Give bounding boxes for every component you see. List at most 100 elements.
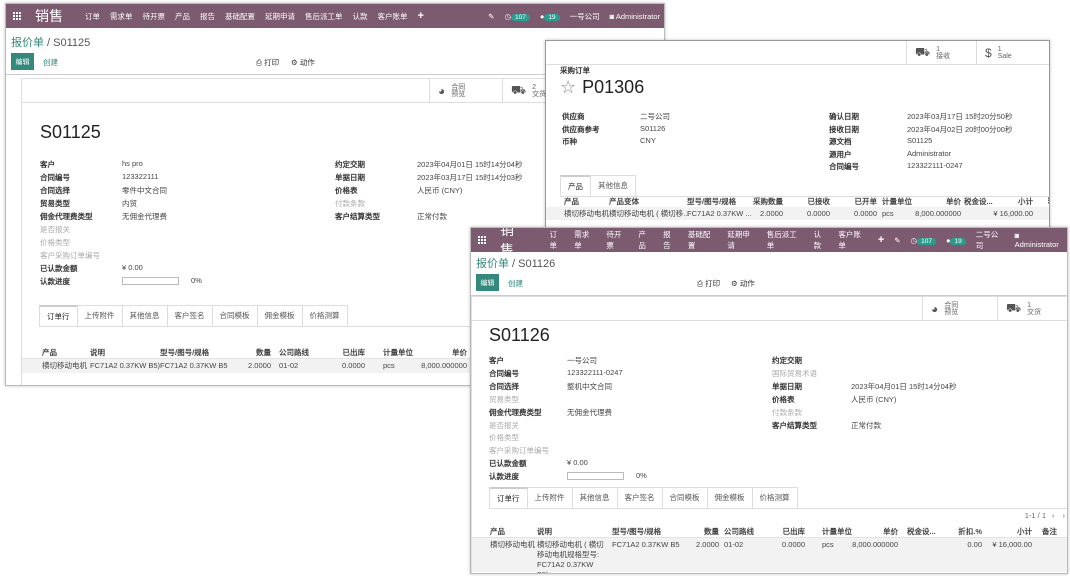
tab[interactable]: 其他信息 — [571, 487, 618, 508]
tab[interactable]: 合同模板 — [211, 305, 258, 326]
table-row[interactable] — [22, 359, 492, 373]
print-button[interactable]: ⎙ 打印 — [256, 57, 279, 68]
column-header[interactable]: 小计 — [1017, 527, 1032, 536]
column-header[interactable]: 计量单位 — [882, 197, 912, 206]
pager-prev-icon[interactable]: ‹ — [1052, 511, 1055, 520]
menu-item[interactable]: 订单 — [85, 11, 100, 21]
stat-button-truck[interactable]: ⛟ 1 接收 — [906, 41, 981, 65]
column-header[interactable]: 已开单 — [854, 197, 878, 206]
column-header[interactable]: 折扣.% — [958, 527, 982, 536]
tab[interactable]: 订单行 — [39, 305, 78, 326]
tab[interactable]: 订单行 — [489, 487, 528, 508]
column-header[interactable]: 单价 — [452, 348, 467, 357]
column-header[interactable]: 单价 — [946, 197, 961, 206]
menu-item[interactable]: 需求单 — [110, 11, 133, 21]
column-header[interactable]: 小计 — [1018, 197, 1033, 206]
menu-item[interactable]: 待开票 — [142, 11, 166, 21]
print-button[interactable]: ⎙ 打印 — [697, 278, 720, 289]
company-switcher[interactable]: 一号公司 — [569, 11, 600, 21]
column-header[interactable]: 产品 — [490, 527, 505, 536]
menu-item[interactable]: 客户账单 — [377, 11, 408, 21]
menu-item[interactable]: 延期申请 — [727, 230, 750, 250]
column-header[interactable]: 说明 — [90, 348, 105, 357]
edit-note-icon[interactable]: ✎ — [488, 11, 495, 21]
app-name[interactable]: 销售 — [35, 8, 63, 24]
star-icon[interactable]: ☆ — [560, 77, 577, 97]
menu-item[interactable]: 基础配置 — [687, 230, 711, 250]
column-header[interactable]: 型号/图号/规格 — [160, 348, 210, 357]
menu-item[interactable]: 客户账单 — [838, 230, 861, 250]
field-value[interactable]: Administrator — [907, 148, 952, 158]
tab[interactable]: 佣金模板 — [706, 487, 753, 508]
column-header[interactable]: 型号/图号/规格 — [612, 527, 662, 536]
tab[interactable]: 客户签名 — [616, 487, 663, 508]
action-button[interactable]: ⚙ 动作 — [731, 278, 755, 289]
tab[interactable]: 其他信息 — [590, 175, 636, 196]
stat-button-truck[interactable]: ⛟ 2 交货 — [502, 79, 575, 103]
menu-item[interactable]: 需求单 — [574, 230, 590, 250]
field-value[interactable]: 二号公司 — [640, 112, 670, 121]
menu-item[interactable]: 订单 — [549, 230, 558, 250]
tab[interactable]: 合同模板 — [661, 487, 708, 508]
company-switcher[interactable]: 二号公司 — [975, 230, 999, 250]
column-header[interactable]: 已出库 — [782, 527, 806, 536]
menu-item[interactable]: 延期申请 — [265, 11, 295, 21]
tab[interactable]: 上传附件 — [76, 305, 123, 326]
tab[interactable]: 产品 — [560, 175, 591, 196]
table-row[interactable] — [546, 207, 1049, 220]
stat-button-globe[interactable]: ◕ 合同 预览 — [429, 79, 502, 103]
column-header[interactable]: 备注 — [1042, 527, 1057, 536]
menu-item[interactable]: 认款 — [352, 11, 368, 21]
column-header[interactable]: 说明 — [537, 527, 552, 536]
menu-item[interactable]: 产品 — [638, 230, 646, 250]
stat-button-dollar[interactable]: $1 Sale — [976, 41, 1049, 65]
column-header[interactable]: 数量 — [256, 348, 271, 357]
column-header[interactable]: 产品 — [564, 197, 579, 206]
menu-item[interactable]: 报告 — [663, 230, 671, 250]
messages-button[interactable]: ● 19 — [946, 236, 966, 245]
create-button[interactable]: 创建 — [43, 58, 58, 67]
menu-item[interactable]: 产品 — [175, 11, 190, 21]
add-menu-button[interactable]: + — [417, 10, 424, 22]
menu-item[interactable]: 认款 — [813, 230, 822, 250]
messages-button[interactable]: ● 19 — [540, 12, 560, 21]
edit-note-icon[interactable]: ✎ — [894, 235, 901, 245]
tab[interactable]: 其他信息 — [121, 305, 168, 326]
menu-item[interactable]: 售后派工单 — [766, 230, 797, 250]
menu-item[interactable]: 待开票 — [606, 230, 622, 250]
column-header[interactable]: 数量 — [704, 527, 719, 536]
column-header[interactable]: 税金设... — [964, 197, 993, 206]
edit-button[interactable]: 编辑 — [11, 53, 34, 70]
field-value[interactable]: 一号公司 — [567, 356, 597, 365]
field-value[interactable]: CNY — [640, 136, 656, 145]
activity-button[interactable]: ◷ 107 — [504, 12, 530, 21]
field-value[interactable]: hs pro — [122, 159, 143, 168]
column-header[interactable]: 型号/图号/规格 — [687, 197, 737, 206]
edit-button[interactable]: 编辑 — [476, 274, 499, 291]
column-header[interactable]: 产品变体 — [609, 197, 639, 206]
menu-item[interactable]: 售后派工单 — [305, 11, 343, 21]
column-header[interactable]: 已接收 — [807, 197, 831, 206]
apps-grid-icon[interactable] — [477, 236, 486, 245]
column-header[interactable]: 单价 — [883, 527, 898, 536]
column-header[interactable]: 产品 — [42, 348, 57, 357]
menu-item[interactable]: 基础配置 — [225, 11, 255, 21]
column-header[interactable]: 税金设... — [907, 527, 936, 536]
breadcrumb-parent[interactable]: 报价单 — [476, 258, 509, 270]
add-menu-button[interactable]: + — [877, 234, 885, 246]
app-name[interactable]: 销售 — [500, 227, 514, 258]
stat-button-globe[interactable]: ◕ 合同 预览 — [922, 297, 995, 321]
table-row[interactable] — [472, 538, 1067, 572]
pager-next-icon[interactable]: › — [1062, 511, 1066, 520]
tab[interactable]: 上传附件 — [526, 487, 573, 508]
column-header[interactable]: 公司路线 — [724, 527, 754, 536]
column-header[interactable]: ⋮ — [1045, 196, 1049, 205]
column-header[interactable]: 计量单位 — [383, 348, 413, 357]
activity-button[interactable]: ◷ 107 — [911, 236, 936, 245]
column-header[interactable]: 计量单位 — [822, 527, 852, 536]
tab[interactable]: 佣金模板 — [256, 305, 303, 326]
breadcrumb-parent[interactable]: 报价单 — [11, 37, 44, 49]
tab[interactable]: 价格测算 — [301, 305, 348, 326]
tab[interactable]: 价格测算 — [751, 487, 798, 508]
column-header[interactable]: 采购数量 — [753, 197, 783, 206]
